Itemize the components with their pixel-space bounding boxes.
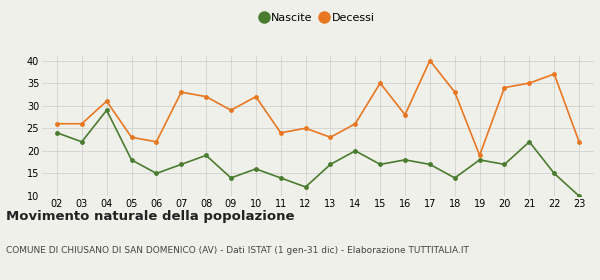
Nascite <box>401 158 409 162</box>
Nascite <box>426 163 433 166</box>
Decessi <box>426 59 433 62</box>
Decessi <box>53 122 61 125</box>
Decessi <box>227 109 235 112</box>
Decessi <box>153 140 160 143</box>
Nascite <box>551 172 558 175</box>
Nascite <box>575 194 583 198</box>
Nascite <box>277 176 284 179</box>
Nascite <box>302 185 309 189</box>
Decessi <box>128 136 135 139</box>
Nascite <box>501 163 508 166</box>
Decessi <box>352 122 359 125</box>
Decessi <box>103 99 110 103</box>
Decessi <box>178 90 185 94</box>
Decessi <box>401 113 409 116</box>
Nascite <box>451 176 458 179</box>
Nascite <box>103 109 110 112</box>
Nascite <box>178 163 185 166</box>
Decessi <box>476 154 483 157</box>
Nascite <box>476 158 483 162</box>
Nascite <box>128 158 135 162</box>
Nascite <box>526 140 533 143</box>
Decessi <box>203 95 210 98</box>
Decessi <box>302 127 309 130</box>
Decessi <box>501 86 508 89</box>
Line: Nascite: Nascite <box>55 108 581 199</box>
Nascite <box>203 154 210 157</box>
Text: Movimento naturale della popolazione: Movimento naturale della popolazione <box>6 210 295 223</box>
Nascite <box>153 172 160 175</box>
Nascite <box>78 140 85 143</box>
Decessi <box>526 81 533 85</box>
Nascite <box>327 163 334 166</box>
Decessi <box>377 81 384 85</box>
Nascite <box>227 176 235 179</box>
Decessi <box>252 95 259 98</box>
Text: COMUNE DI CHIUSANO DI SAN DOMENICO (AV) - Dati ISTAT (1 gen-31 dic) - Elaborazio: COMUNE DI CHIUSANO DI SAN DOMENICO (AV) … <box>6 246 469 255</box>
Decessi <box>327 136 334 139</box>
Nascite <box>352 149 359 153</box>
Decessi <box>575 140 583 143</box>
Decessi <box>78 122 85 125</box>
Decessi <box>451 90 458 94</box>
Nascite <box>252 167 259 171</box>
Legend: Nascite, Decessi: Nascite, Decessi <box>257 8 379 27</box>
Decessi <box>277 131 284 134</box>
Nascite <box>377 163 384 166</box>
Line: Decessi: Decessi <box>55 58 581 158</box>
Decessi <box>551 73 558 76</box>
Nascite <box>53 131 61 134</box>
